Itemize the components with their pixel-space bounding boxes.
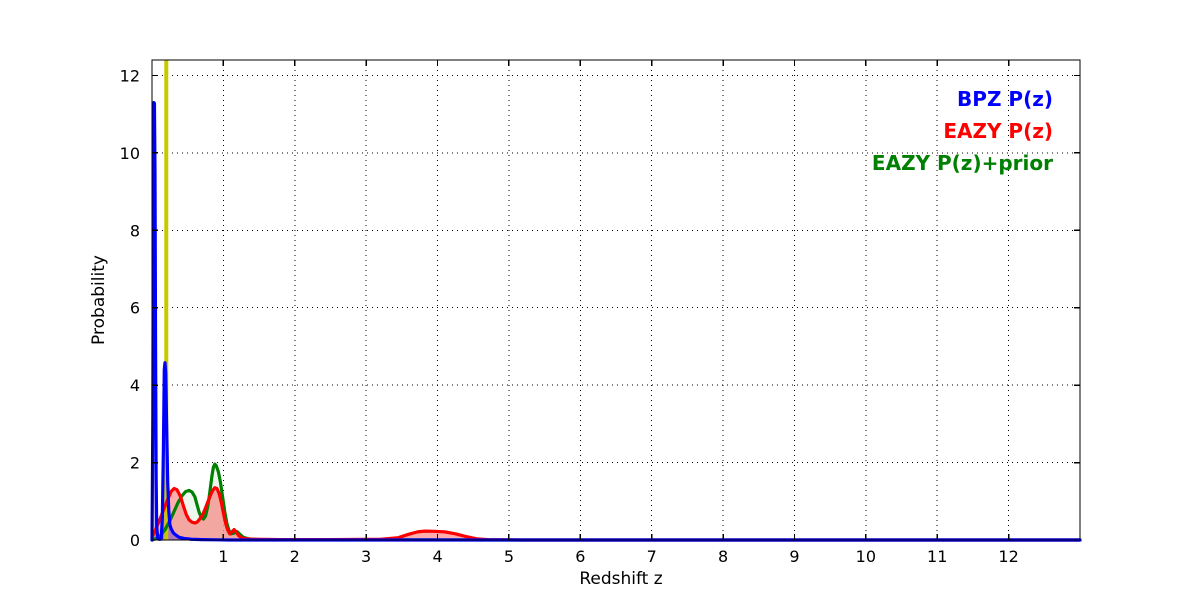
y-tick-label: 2	[130, 454, 140, 473]
y-tick-label: 8	[130, 221, 140, 240]
y-tick-label: 4	[130, 376, 140, 395]
x-tick-label: 11	[927, 547, 947, 566]
y-axis-label: Probability	[89, 255, 109, 345]
x-tick-label: 2	[290, 547, 300, 566]
x-tick-label: 4	[432, 547, 442, 566]
x-tick-label: 5	[504, 547, 514, 566]
axis-ticks	[152, 60, 1080, 541]
grid-lines	[152, 60, 1080, 540]
x-axis-label: Redshift z	[579, 569, 662, 589]
y-tick-label: 6	[130, 299, 140, 318]
x-tick-label: 8	[718, 547, 728, 566]
x-tick-label: 1	[218, 547, 228, 566]
legend-item-2: EAZY P(z)	[943, 119, 1053, 143]
x-tick-label: 3	[361, 547, 371, 566]
x-tick-label: 10	[856, 547, 876, 566]
x-tick-label: 12	[998, 547, 1018, 566]
legend-item-3: EAZY P(z)+prior	[872, 151, 1053, 175]
x-tick-label: 6	[575, 547, 585, 566]
plot-frame	[151, 59, 1081, 541]
y-tick-label: 10	[120, 144, 140, 163]
y-tick-label: 0	[130, 531, 140, 550]
legend-item-1: BPZ P(z)	[957, 87, 1053, 111]
y-tick-label: 12	[120, 66, 140, 85]
legend: BPZ P(z) EAZY P(z) EAZY P(z)+prior	[872, 87, 1053, 175]
x-tick-label: 7	[647, 547, 657, 566]
x-tick-label: 9	[789, 547, 799, 566]
